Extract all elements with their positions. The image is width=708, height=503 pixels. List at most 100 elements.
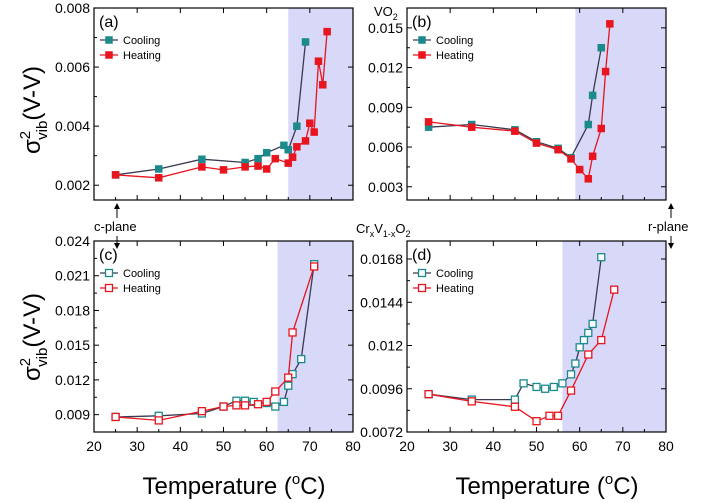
data-point-cooling [198, 155, 206, 163]
data-point-heating [262, 165, 271, 173]
data-point-heating [319, 81, 327, 89]
data-point-heating [301, 137, 310, 145]
data-point-heating [584, 175, 593, 183]
legend-marker [418, 36, 426, 44]
left-plane-arrow [114, 203, 120, 249]
data-point-heating [597, 335, 606, 345]
data-point-heating [155, 174, 163, 182]
data-point-heating [532, 139, 541, 147]
y-tick-label: 0.018 [55, 302, 90, 318]
data-point-heating [288, 153, 297, 161]
data-point-heating [262, 397, 271, 407]
x-tick-label: 60 [572, 438, 588, 454]
ylabel-bottom: σ2vib(V-V) [17, 293, 51, 381]
data-point-heating [154, 416, 163, 425]
data-point-cooling [566, 370, 576, 379]
y-tick-label: 0.012 [368, 338, 403, 354]
panel-2: 20 30 40 50 60 70 80 0.009 0.012 0.015 0.018 0.021 0… [55, 233, 361, 454]
x-tick-label: 60 [259, 438, 275, 454]
y-tick-label: 0.012 [368, 60, 403, 76]
y-tick-label: 0.006 [368, 139, 403, 155]
x-tick-label: 40 [173, 438, 189, 454]
data-point-heating [219, 166, 228, 174]
data-point-heating [584, 350, 593, 359]
legend-marker [105, 51, 113, 59]
data-point-heating [601, 67, 610, 76]
panel-label: (c) [99, 247, 118, 264]
x-tick-label: 50 [216, 438, 232, 454]
data-point-heating [314, 57, 323, 65]
data-point-cooling [254, 154, 262, 163]
y-tick-label: 0.002 [55, 177, 90, 193]
panel-label: (b) [412, 14, 432, 31]
y-tick-label: 0.015 [55, 337, 90, 353]
data-point-heating [306, 119, 314, 127]
data-point-cooling [597, 253, 606, 262]
data-point-cooling [510, 395, 520, 404]
data-point-cooling [597, 43, 605, 52]
data-point-heating [232, 401, 241, 410]
data-point-heating [197, 407, 207, 416]
series-line-cooling [115, 41, 307, 176]
panel-label: (a) [99, 14, 119, 31]
data-point-cooling [549, 382, 558, 392]
legend-label: Cooling [436, 268, 473, 280]
legend-marker [417, 283, 427, 293]
data-point-heating [198, 163, 206, 171]
legend-marker [417, 268, 427, 278]
legend-label: Heating [436, 50, 474, 62]
data-point-cooling [284, 146, 292, 154]
xlabel-left: Temperature (oC) [142, 471, 325, 500]
x-tick-label: 30 [442, 438, 458, 454]
data-point-heating [310, 128, 318, 136]
data-point-heating [566, 386, 576, 395]
legend-label: Cooling [436, 35, 473, 47]
data-point-heating [309, 262, 319, 271]
data-point-cooling [271, 402, 280, 411]
x-tick-label: 50 [529, 438, 545, 454]
data-point-heating [111, 171, 120, 179]
left-plane-label: c-plane [94, 219, 137, 234]
data-point-cooling [301, 38, 310, 46]
y-tick-label: 0.004 [55, 118, 90, 134]
data-point-cooling [532, 382, 541, 392]
data-point-heating [468, 123, 476, 131]
y-tick-label: 0.0096 [360, 381, 403, 397]
data-point-cooling [297, 354, 306, 364]
x-tick-label: 80 [345, 438, 361, 454]
y-tick-label: 0.0072 [360, 424, 403, 440]
legend-label: Cooling [123, 268, 160, 280]
panel-label: (d) [412, 247, 432, 264]
data-point-cooling [579, 335, 589, 345]
data-point-cooling [575, 343, 584, 352]
data-point-heating [288, 328, 297, 337]
x-tick-label: 80 [658, 438, 674, 454]
data-point-cooling [519, 379, 528, 388]
legend-marker [418, 51, 426, 59]
data-point-heating [424, 390, 433, 399]
x-tick-label: 70 [302, 438, 318, 454]
data-point-heating [293, 143, 301, 151]
data-point-cooling [279, 397, 289, 407]
data-point-cooling [588, 319, 597, 329]
data-point-heating [253, 400, 263, 409]
x-tick-label: 40 [486, 438, 502, 454]
legend-marker [105, 36, 113, 44]
data-point-heating [271, 387, 280, 396]
panel-0: 0.002 0.004 0.006 0.008 (a) Cooling Heating [55, 0, 354, 201]
series-line-heating [428, 289, 615, 422]
data-point-heating [510, 402, 520, 411]
data-point-heating [284, 373, 293, 382]
data-point-cooling [262, 148, 271, 157]
data-point-heating [610, 285, 619, 294]
data-point-heating [553, 411, 563, 420]
y-tick-label: 0.009 [368, 99, 403, 115]
legend-marker [104, 283, 114, 293]
data-point-heating [240, 401, 250, 410]
data-point-heating [588, 152, 597, 161]
data-point-heating [597, 124, 605, 133]
data-point-heating [575, 165, 584, 174]
right-plane-arrow [668, 203, 674, 249]
ylabel-top: σ2vib(V-V) [17, 66, 51, 154]
data-point-cooling [588, 91, 597, 100]
